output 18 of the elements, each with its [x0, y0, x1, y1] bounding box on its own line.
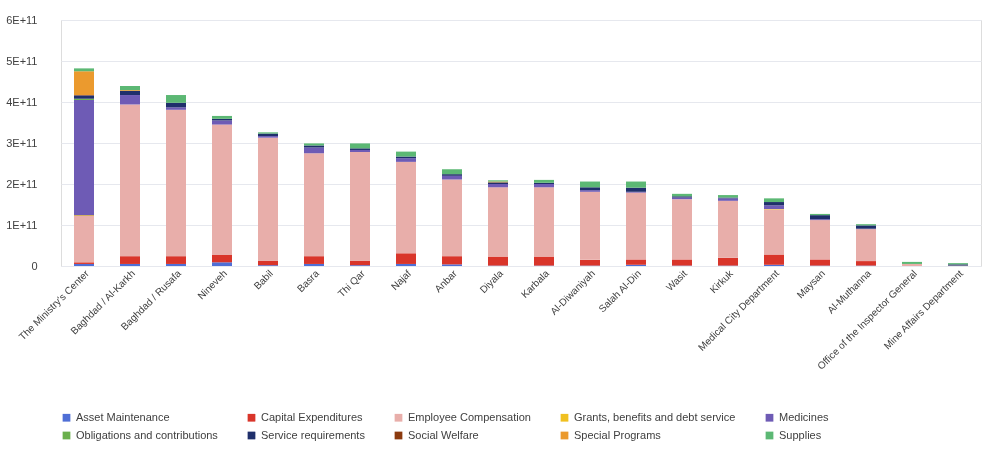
legend-label: Obligations and contributions: [76, 428, 219, 441]
legend-label: Service requirements: [261, 428, 366, 441]
legend-label: Asset Maintenance: [76, 410, 170, 423]
x-tick-label: Thi Qar: [335, 267, 368, 300]
y-tick-label: 2E+11: [6, 177, 38, 190]
legend-label: Employee Compensation: [408, 410, 531, 423]
legend-label: Capital Expenditures: [261, 410, 363, 423]
y-tick-label: 6E+11: [6, 13, 38, 26]
y-tick-label: 0: [31, 259, 38, 272]
y-tick-label: 3E+11: [6, 136, 38, 149]
legend-label: Medicines: [779, 410, 830, 423]
legend-label: Grants, benefits and debt service: [574, 410, 736, 423]
y-tick-label: 1E+11: [6, 218, 38, 231]
legend-label: Special Programs: [574, 428, 662, 441]
legend-label: Social Welfare: [408, 428, 479, 441]
legend-label: Supplies: [779, 428, 822, 441]
y-tick-label: 4E+11: [6, 95, 38, 108]
y-tick-label: 5E+11: [6, 54, 38, 67]
